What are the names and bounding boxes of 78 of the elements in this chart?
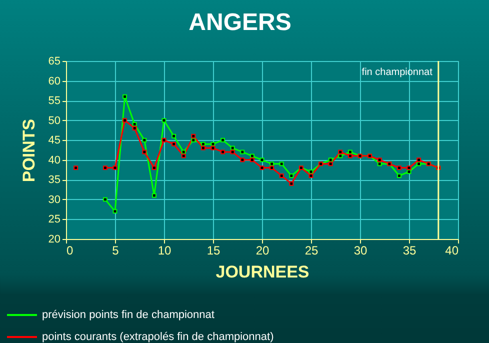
y-tick-label: 30 <box>48 194 60 206</box>
x-axis-title: JOURNEES <box>216 262 310 282</box>
legend-label: points courants (extrapolés fin de championnat) <box>42 331 274 343</box>
point <box>328 158 333 162</box>
point <box>348 150 352 154</box>
point <box>102 197 108 202</box>
x-tick-label: 35 <box>402 244 416 258</box>
point <box>132 122 137 127</box>
point <box>220 138 226 142</box>
point <box>260 158 264 162</box>
y-tick-label: 45 <box>48 134 60 147</box>
point <box>396 166 402 170</box>
legend-label: prévision points fin de championnat <box>42 309 214 321</box>
point <box>416 162 422 166</box>
x-tick-label: 10 <box>158 244 172 258</box>
point <box>191 134 196 138</box>
point <box>279 162 284 166</box>
x-tick-label: 0 <box>66 244 74 258</box>
point <box>308 173 314 178</box>
point <box>122 94 128 99</box>
point <box>172 142 176 146</box>
point <box>152 166 156 170</box>
y-axis-title: POINTS <box>19 118 38 182</box>
point <box>152 193 156 198</box>
point <box>142 150 147 154</box>
point <box>200 142 206 146</box>
point <box>191 138 196 142</box>
point <box>328 162 333 166</box>
y-tick-label: 35 <box>48 174 60 186</box>
point <box>416 158 422 162</box>
point <box>220 150 226 154</box>
point <box>240 158 245 162</box>
point <box>338 150 343 154</box>
point <box>112 209 118 214</box>
point <box>142 138 147 142</box>
point <box>289 181 294 186</box>
point <box>270 166 274 170</box>
point <box>348 154 352 158</box>
point <box>230 150 235 154</box>
x-tick-label: 25 <box>304 244 318 258</box>
x-tick-label: 40 <box>445 244 459 258</box>
x-tick-label: 15 <box>206 244 220 258</box>
point <box>122 118 128 123</box>
point <box>396 173 402 178</box>
point <box>162 138 166 142</box>
point <box>240 150 245 154</box>
chart-title: ANGERS <box>188 9 292 36</box>
x-tick-label: 20 <box>256 244 270 258</box>
point <box>112 166 118 170</box>
ref-line-label: fin championnat <box>362 67 433 78</box>
point <box>377 162 382 166</box>
point <box>210 146 216 150</box>
point <box>74 166 78 170</box>
x-tick-label: 5 <box>112 244 120 258</box>
point <box>338 154 343 158</box>
y-tick-label: 25 <box>48 214 60 226</box>
point <box>102 166 108 170</box>
point <box>200 146 206 150</box>
point <box>289 173 294 178</box>
point <box>250 158 254 162</box>
y-tick-label: 40 <box>48 154 60 166</box>
point <box>250 154 254 158</box>
y-tick-label: 50 <box>48 114 60 127</box>
point <box>181 150 186 154</box>
y-tick-label: 60 <box>48 75 60 88</box>
point <box>181 154 186 158</box>
point <box>132 126 137 130</box>
point <box>270 162 274 166</box>
point <box>279 173 284 178</box>
y-tick-label: 55 <box>48 95 60 108</box>
point <box>260 166 264 170</box>
point <box>377 158 382 162</box>
x-tick-label: 30 <box>354 244 368 258</box>
point <box>406 166 412 170</box>
point <box>172 134 176 138</box>
y-tick-label: 20 <box>48 234 60 246</box>
y-tick-label: 65 <box>48 56 60 68</box>
point <box>162 118 166 123</box>
